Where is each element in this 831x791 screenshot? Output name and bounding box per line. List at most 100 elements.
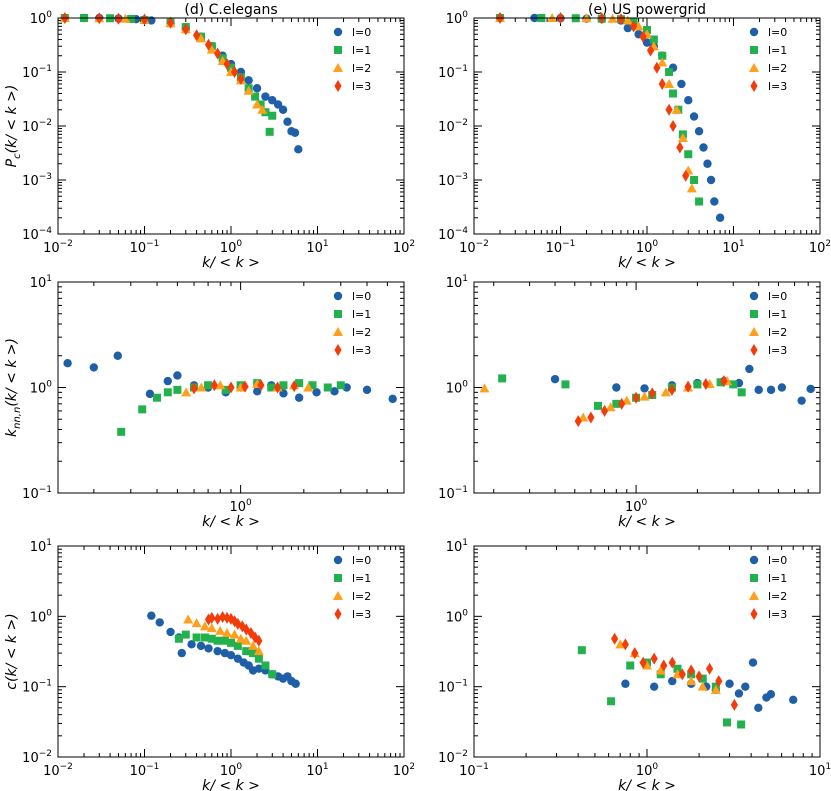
y-tick-label: 100 bbox=[446, 380, 469, 397]
x-tick-label: 101 bbox=[722, 239, 744, 256]
data-point bbox=[671, 104, 682, 114]
panel-d-c: 10−2 10−1 100 101 102 10−2 10−1 100 101 k/ < k > c… bbox=[4, 538, 415, 791]
data-point bbox=[252, 84, 262, 93]
data-point bbox=[689, 112, 699, 121]
legend-label: l=0 bbox=[352, 26, 371, 39]
legend-marker bbox=[334, 608, 342, 620]
legend-label: l=2 bbox=[768, 590, 787, 603]
data-point bbox=[303, 382, 314, 392]
series-l=2 bbox=[495, 13, 697, 193]
data-point bbox=[283, 117, 292, 126]
data-point bbox=[323, 383, 332, 392]
data-point bbox=[229, 629, 240, 639]
data-point bbox=[200, 633, 209, 642]
data-point bbox=[612, 399, 621, 408]
legend-label: l=1 bbox=[352, 308, 371, 321]
data-point bbox=[639, 656, 647, 669]
data-point bbox=[227, 638, 235, 647]
data-point bbox=[561, 380, 570, 389]
data-point bbox=[204, 644, 213, 653]
y-tick-label: 101 bbox=[30, 274, 52, 291]
data-point bbox=[362, 385, 372, 395]
data-point bbox=[254, 654, 263, 663]
data-point bbox=[658, 77, 666, 90]
data-point bbox=[214, 612, 222, 625]
data-point bbox=[697, 681, 708, 691]
series-l=3 bbox=[190, 379, 298, 395]
legend-label: l=3 bbox=[352, 608, 371, 621]
data-point bbox=[682, 169, 690, 182]
legend-marker bbox=[333, 291, 343, 301]
x-tick-label: 10−1 bbox=[130, 762, 160, 779]
x-tick-label: 102 bbox=[809, 239, 831, 256]
legend-marker bbox=[334, 574, 342, 582]
legend-marker bbox=[333, 555, 343, 565]
data-point bbox=[695, 670, 703, 683]
panel-d-knn: 100 10−1 100 101 k/ < k > knn,n(k/ < k >) l=0 l… bbox=[4, 274, 405, 530]
x-axis-label: k/ < k > bbox=[618, 255, 676, 271]
y-tick-label: 10−2 bbox=[438, 118, 468, 135]
panel-e-pc: 10−2 10−1 100 101 102 10−4 10−3 10−2 10−1 100 (e) … bbox=[438, 2, 831, 271]
x-tick-label: 10−1 bbox=[546, 239, 576, 256]
y-tick-label: 10−4 bbox=[438, 226, 468, 243]
series-l=1 bbox=[174, 630, 277, 679]
data-point bbox=[213, 646, 222, 656]
data-point bbox=[190, 382, 198, 395]
data-point bbox=[127, 14, 136, 23]
panel-e-knn: 100 10−1 100 101 k/ < k > l=0 l=1 l=2 l=3 bbox=[438, 274, 821, 530]
data-point bbox=[669, 120, 677, 132]
legend-marker bbox=[750, 608, 758, 620]
legend-label: l=3 bbox=[768, 344, 787, 357]
series-l=0 bbox=[550, 364, 815, 405]
data-point bbox=[294, 393, 304, 402]
x-tick-label: 10−1 bbox=[459, 762, 489, 779]
x-tick-label: 102 bbox=[393, 762, 415, 779]
data-point bbox=[607, 697, 616, 706]
legend-label: l=1 bbox=[352, 44, 371, 57]
data-point bbox=[336, 381, 345, 390]
data-point bbox=[235, 633, 246, 643]
y-tick-label: 10−1 bbox=[22, 64, 52, 81]
data-point bbox=[706, 175, 716, 185]
data-point bbox=[279, 381, 288, 390]
data-point bbox=[290, 128, 300, 137]
data-point bbox=[684, 380, 692, 393]
data-point bbox=[196, 382, 207, 392]
data-point bbox=[653, 61, 661, 74]
data-point bbox=[622, 15, 633, 25]
data-point bbox=[703, 159, 712, 168]
data-point bbox=[715, 675, 723, 688]
plot-frame bbox=[473, 545, 821, 758]
legend-label: l=3 bbox=[768, 80, 787, 93]
data-point bbox=[147, 611, 156, 620]
data-point bbox=[267, 383, 276, 392]
data-point bbox=[222, 627, 233, 637]
data-point bbox=[243, 85, 254, 95]
legend-label: l=2 bbox=[768, 326, 787, 339]
data-point bbox=[295, 379, 304, 388]
data-point bbox=[253, 387, 262, 396]
data-point bbox=[806, 384, 815, 394]
data-point bbox=[660, 659, 668, 672]
data-point bbox=[117, 427, 126, 436]
data-point bbox=[220, 636, 229, 645]
data-point bbox=[226, 651, 236, 660]
x-tick-label: 100 bbox=[636, 239, 659, 256]
data-point bbox=[777, 383, 787, 392]
plot-frame bbox=[473, 281, 821, 494]
data-point bbox=[192, 29, 201, 42]
data-point bbox=[181, 387, 192, 397]
y-tick-label: 10−2 bbox=[22, 118, 52, 135]
x-tick-label: 100 bbox=[220, 239, 243, 256]
data-point bbox=[695, 197, 704, 206]
chart-title: (d) C.elegans bbox=[184, 2, 277, 18]
legend-marker bbox=[750, 344, 758, 356]
data-point bbox=[618, 397, 626, 410]
data-point bbox=[621, 679, 630, 688]
data-point bbox=[177, 648, 187, 658]
y-tick-label: 100 bbox=[446, 10, 469, 27]
series-l=0 bbox=[495, 13, 725, 222]
y-axis-label: Pc(k/ < k >) bbox=[4, 85, 23, 168]
data-point bbox=[196, 33, 207, 43]
data-point bbox=[257, 379, 265, 392]
